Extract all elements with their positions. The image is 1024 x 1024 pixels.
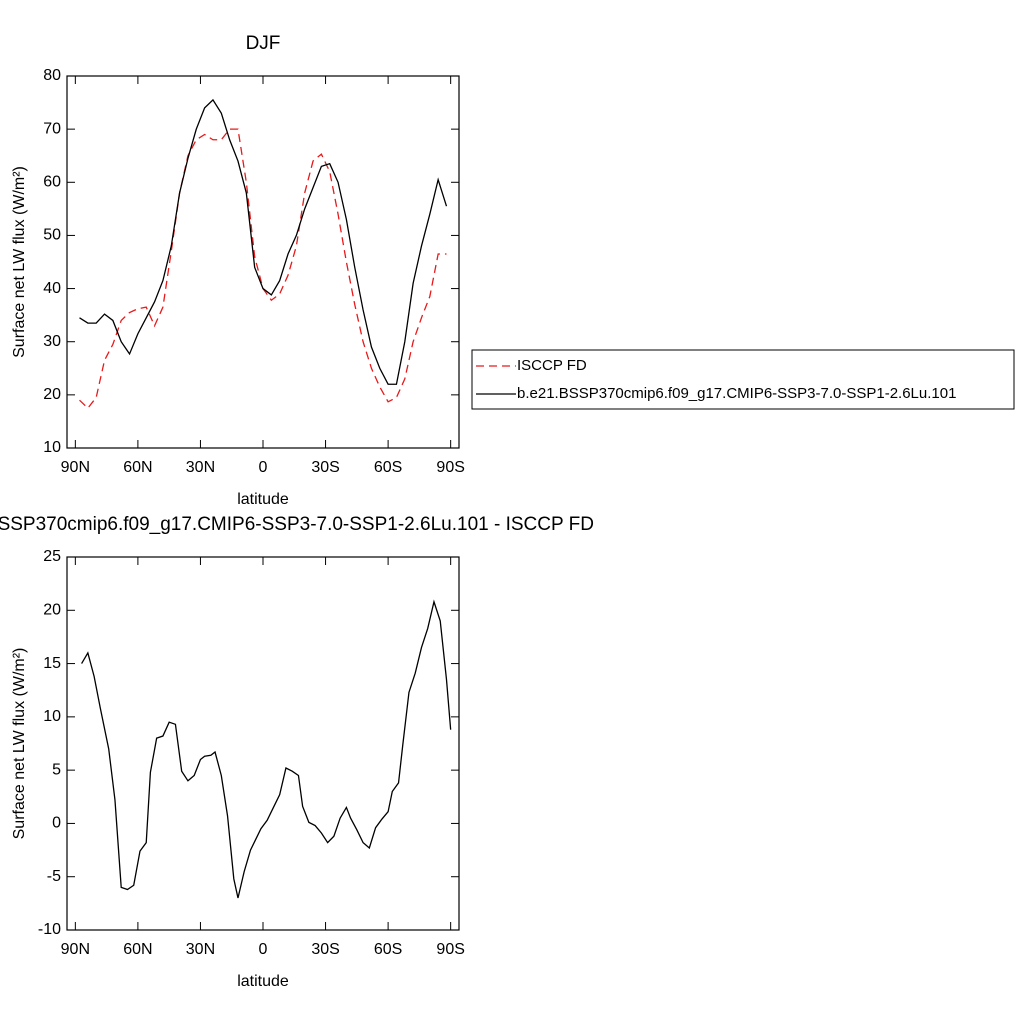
y-tick-label: 40 — [43, 280, 61, 297]
y-axis-label: Surface net LW flux (W/m²) — [11, 648, 28, 840]
x-tick-label: 30N — [186, 941, 215, 958]
y-tick-label: 70 — [43, 120, 61, 137]
chart-title: DJF — [246, 33, 281, 54]
y-tick-label: 15 — [43, 655, 61, 672]
x-tick-label: 30N — [186, 459, 215, 476]
data-line — [81, 599, 452, 899]
x-tick-label: 90S — [436, 459, 464, 476]
y-tick-label: 5 — [52, 761, 61, 778]
x-tick-label: 90N — [61, 941, 90, 958]
x-tick-label: 60N — [123, 941, 152, 958]
x-tick-label: 60S — [374, 459, 402, 476]
x-tick-label: 0 — [259, 459, 268, 476]
x-axis-label: latitude — [237, 491, 289, 508]
x-axis-label: latitude — [237, 973, 289, 990]
plot-frame — [66, 556, 460, 931]
y-tick-label: 80 — [43, 67, 61, 84]
plot-frame — [66, 75, 460, 449]
y-tick-label: 10 — [43, 439, 61, 456]
legend-box — [471, 349, 1015, 410]
legend-label: ISCCP FD — [517, 357, 587, 374]
y-tick-label: 0 — [52, 815, 61, 832]
y-tick-label: -10 — [38, 921, 61, 938]
chart-title: b.e21.BSSP370cmip6.f09_g17.CMIP6-SSP3-7.… — [0, 514, 594, 535]
x-tick-label: 0 — [259, 941, 268, 958]
y-tick-label: 20 — [43, 602, 61, 619]
y-tick-label: 20 — [43, 386, 61, 403]
x-tick-label: 90S — [436, 941, 464, 958]
plot: b.e21.BSSP370cmip6.f09_g17.CMIP6-SSP3-7.… — [0, 514, 594, 990]
y-tick-label: 30 — [43, 333, 61, 350]
x-tick-label: 90N — [61, 459, 90, 476]
data-line — [79, 98, 448, 385]
data-line — [79, 128, 447, 410]
x-tick-label: 30S — [311, 459, 339, 476]
plot: DJF latitude Surface net LW flux (W/m²) 10 2… — [11, 33, 1015, 508]
y-tick-label: -5 — [47, 868, 61, 885]
legend-label: b.e21.BSSP370cmip6.f09_g17.CMIP6-SSP3-7.… — [517, 385, 956, 402]
y-tick-label: 25 — [43, 548, 61, 565]
y-axis-label: Surface net LW flux (W/m²) — [11, 166, 28, 358]
x-tick-label: 60S — [374, 941, 402, 958]
y-tick-label: 60 — [43, 174, 61, 191]
x-tick-label: 30S — [311, 941, 339, 958]
y-tick-label: 10 — [43, 708, 61, 725]
y-tick-label: 50 — [43, 227, 61, 244]
x-tick-label: 60N — [123, 459, 152, 476]
